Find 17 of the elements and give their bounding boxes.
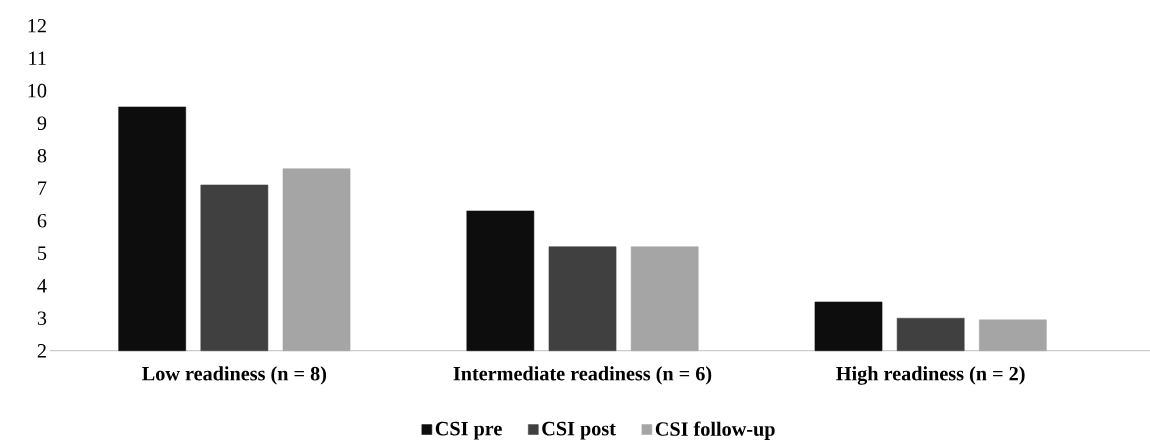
y-tick-label: 3 xyxy=(37,311,47,326)
y-tick-label: 9 xyxy=(37,116,47,131)
legend-label: CSI pre xyxy=(435,421,502,440)
x-tick-label: Intermediate readiness (n = 6) xyxy=(453,366,712,385)
legend-label: CSI post xyxy=(542,421,616,440)
y-tick-label: 11 xyxy=(29,51,46,65)
y-tick-label: 6 xyxy=(37,214,47,228)
y-tick-label: 8 xyxy=(37,148,47,163)
y-tick-label: 2 xyxy=(37,344,46,358)
y-tick-label: 4 xyxy=(37,279,47,293)
y-tick-label: 7 xyxy=(38,181,47,195)
y-tick-label: 12 xyxy=(28,19,46,33)
x-tick-label: Low readiness (n = 8) xyxy=(142,366,327,385)
y-tick-label: 10 xyxy=(28,83,47,98)
x-tick-label: High readiness (n = 2) xyxy=(836,366,1025,385)
y-tick-label: 5 xyxy=(38,246,47,261)
legend-label: CSI follow-up xyxy=(655,421,775,441)
